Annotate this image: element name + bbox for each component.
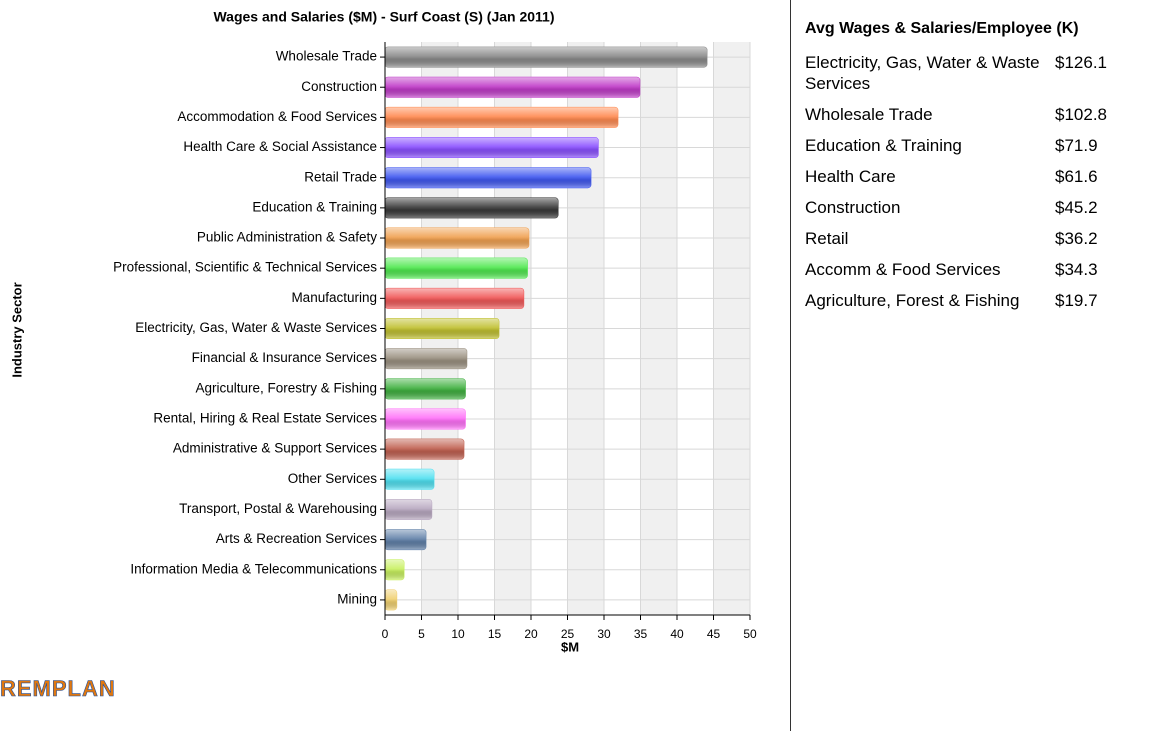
table: Electricity, Gas, Water & Waste Services… <box>803 52 1107 321</box>
bar-gloss <box>385 378 466 399</box>
value-cell: $45.2 <box>1055 198 1098 217</box>
y-tick-label: Education & Training <box>252 199 377 214</box>
y-tick-label: Public Administration & Safety <box>197 230 377 245</box>
value-cell: $61.6 <box>1055 167 1098 186</box>
x-tick-label: 0 <box>382 627 389 641</box>
table-row: Electricity, Gas, Water & Waste Services… <box>803 52 1107 104</box>
table-row: Accomm & Food Services $34.3 <box>803 259 1107 290</box>
sector-cell: Agriculture, Forest & Fishing <box>805 291 1020 310</box>
table-row: Wholesale Trade $102.8 <box>803 104 1107 135</box>
value-cell: $34.3 <box>1055 260 1098 279</box>
y-tick-label: Retail Trade <box>304 169 377 184</box>
chart-title: Wages and Salaries ($M) - Surf Coast (S)… <box>213 9 554 25</box>
x-tick-label: 20 <box>524 627 538 641</box>
value-cell: $19.7 <box>1055 291 1098 310</box>
y-tick-label: Health Care & Social Assistance <box>183 139 377 154</box>
y-tick-label: Electricity, Gas, Water & Waste Services <box>135 320 377 335</box>
y-tick-label: Transport, Postal & Warehousing <box>179 501 377 516</box>
x-tick-label: 35 <box>634 627 648 641</box>
side-panel: Avg Wages & Salaries/Employee (K) Electr… <box>790 0 1161 731</box>
y-tick-label: Other Services <box>288 471 378 486</box>
bar-gloss <box>385 469 434 490</box>
sector-cell: Electricity, Gas, Water & Waste Services <box>805 53 1040 93</box>
logo: REMPLAN <box>0 676 116 702</box>
x-tick-label: 10 <box>451 627 465 641</box>
table-row: Health Care $61.6 <box>803 166 1107 197</box>
y-tick-label: Mining <box>337 591 377 606</box>
y-tick-label: Administrative & Support Services <box>173 441 377 456</box>
x-tick-label: 50 <box>743 627 757 641</box>
value-cell: $102.8 <box>1055 105 1107 124</box>
bar-gloss <box>385 439 464 460</box>
table-title: Avg Wages & Salaries/Employee (K) <box>805 20 1079 37</box>
x-tick-label: 40 <box>670 627 684 641</box>
sector-cell: Wholesale Trade <box>805 105 933 124</box>
bar-gloss <box>385 348 467 369</box>
y-tick-label: Financial & Insurance Services <box>192 350 378 365</box>
y-tick-label: Accommodation & Food Services <box>177 109 377 124</box>
sector-cell: Retail <box>805 229 849 248</box>
bar-gloss <box>385 77 640 98</box>
y-tick-label: Rental, Hiring & Real Estate Services <box>153 411 377 426</box>
bar-gloss <box>385 107 618 128</box>
bar-gloss <box>385 559 404 580</box>
y-axis-label: Industry Sector <box>9 282 24 377</box>
y-tick-label: Information Media & Telecommunications <box>130 561 377 576</box>
table-row: Agriculture, Forest & Fishing $19.7 <box>803 290 1107 321</box>
table-row: Education & Training $71.9 <box>803 135 1107 166</box>
y-tick-label: Arts & Recreation Services <box>216 531 378 546</box>
y-tick-label: Professional, Scientific & Technical Ser… <box>113 260 377 275</box>
bar-gloss <box>385 228 529 249</box>
y-tick-label: Wholesale Trade <box>276 49 377 64</box>
bar-gloss <box>385 47 707 68</box>
table-row: Retail $36.2 <box>803 228 1107 259</box>
bar-gloss <box>385 318 499 339</box>
bar-gloss <box>385 529 426 550</box>
x-tick-label: 30 <box>597 627 611 641</box>
y-tick-label: Manufacturing <box>291 290 377 305</box>
x-tick-label: 15 <box>488 627 502 641</box>
bar-gloss <box>385 589 397 610</box>
bar-gloss <box>385 137 599 158</box>
x-tick-label: 5 <box>418 627 425 641</box>
value-cell: $71.9 <box>1055 136 1098 155</box>
sector-cell: Education & Training <box>805 136 962 155</box>
bar-gloss <box>385 408 466 429</box>
x-tick-label: 45 <box>707 627 721 641</box>
value-cell: $36.2 <box>1055 229 1098 248</box>
bar-gloss <box>385 499 432 520</box>
bar-gloss <box>385 258 528 279</box>
sector-cell: Construction <box>805 198 901 217</box>
sector-cell: Health Care <box>805 167 896 186</box>
sector-cell: Accomm & Food Services <box>805 260 1001 279</box>
x-tick-label: 25 <box>561 627 575 641</box>
value-cell: $126.1 <box>1055 53 1107 72</box>
chart: Wages and Salaries ($M) - Surf Coast (S)… <box>9 9 757 655</box>
bar-gloss <box>385 197 559 218</box>
bar-gloss <box>385 288 524 309</box>
table-row: Construction $45.2 <box>803 197 1107 228</box>
y-tick-label: Agriculture, Forestry & Fishing <box>195 380 377 395</box>
y-tick-label: Construction <box>301 79 377 94</box>
x-axis-label: $M <box>561 639 579 654</box>
bar-gloss <box>385 167 591 188</box>
